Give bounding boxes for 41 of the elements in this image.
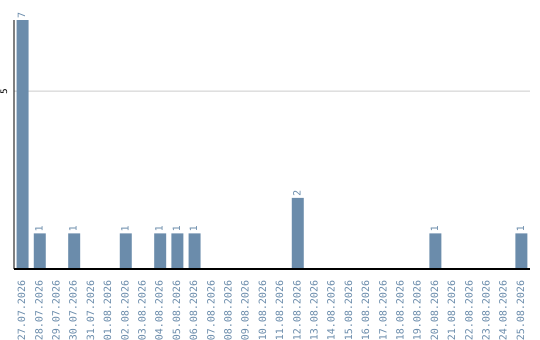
data-label: 1 xyxy=(516,225,527,232)
data-label: 1 xyxy=(172,225,183,232)
x-tick-label: 25.08.2026 xyxy=(516,280,527,340)
x-tick-label: 01.08.2026 xyxy=(103,280,114,340)
data-label: 1 xyxy=(430,225,441,232)
y-tick-label: 5 xyxy=(0,88,10,94)
x-tick-label: 18.08.2026 xyxy=(396,280,406,340)
x-tick-label: 06.08.2026 xyxy=(189,280,200,340)
x-tick-label: 28.07.2026 xyxy=(34,280,46,340)
x-tick-label: 07.08.2026 xyxy=(206,280,218,340)
data-label: 1 xyxy=(154,225,166,232)
x-tick-label: 09.08.2026 xyxy=(240,280,252,340)
x-tick-label: 14.08.2026 xyxy=(326,280,338,340)
x-tick-label: 04.08.2026 xyxy=(154,280,166,340)
x-tick-label: 17.08.2026 xyxy=(378,280,390,340)
x-tick-label: 08.08.2026 xyxy=(224,280,234,340)
x-tick-label: 12.08.2026 xyxy=(292,280,304,340)
data-label: 1 xyxy=(68,225,80,232)
data-label: 1 xyxy=(120,225,132,232)
x-tick-label: 10.08.2026 xyxy=(258,280,269,340)
x-tick-label: 23.08.2026 xyxy=(482,280,492,340)
x-tick-label: 29.07.2026 xyxy=(52,280,62,340)
x-tick-label: 11.08.2026 xyxy=(275,280,286,340)
data-label: 7 xyxy=(17,12,28,18)
x-tick-label: 02.08.2026 xyxy=(120,280,132,340)
x-tick-label: 22.08.2026 xyxy=(464,280,476,340)
x-tick-label: 16.08.2026 xyxy=(361,280,372,340)
x-tick-label: 03.08.2026 xyxy=(138,280,148,340)
x-tick-label: 05.08.2026 xyxy=(172,280,183,340)
x-tick-label: 19.08.2026 xyxy=(412,280,424,340)
data-label: 1 xyxy=(189,225,200,232)
x-tick-label: 24.08.2026 xyxy=(498,280,510,340)
x-tick-label: 31.07.2026 xyxy=(86,280,97,340)
x-tick-label: 21.08.2026 xyxy=(447,280,458,340)
x-tick-label: 27.07.2026 xyxy=(17,280,28,340)
data-label: 1 xyxy=(34,225,46,232)
x-tick-label: 15.08.2026 xyxy=(344,280,355,340)
x-tick-label: 30.07.2026 xyxy=(68,280,80,340)
x-tick-label: 20.08.2026 xyxy=(430,280,441,340)
x-tick-label: 13.08.2026 xyxy=(310,280,320,340)
data-label: 2 xyxy=(292,190,304,196)
